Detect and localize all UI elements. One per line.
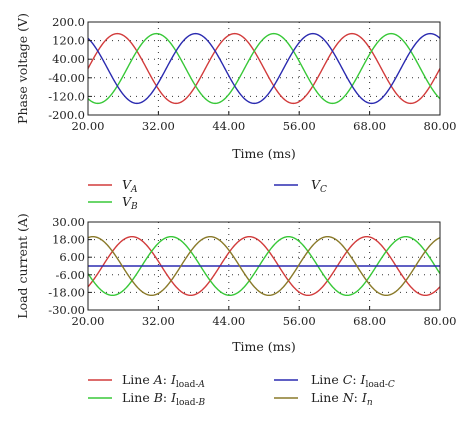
x-tick-label: 80.00 <box>424 119 457 133</box>
phase-voltage-chart: 200.0 120.0 40.00 -40.00 -120.0 -200.0 20.00 3… <box>15 13 456 161</box>
load-current-x-ticks: 20.00 32.00 44.00 56.00 68.00 80.00 <box>72 306 457 328</box>
phase-voltage-x-axis-title: Time (ms) <box>232 146 296 161</box>
x-tick-label: 44.00 <box>212 314 245 328</box>
legend-item-vc: VC <box>274 177 327 195</box>
series-line-2 <box>87 32 441 105</box>
x-tick-label: 32.00 <box>142 314 175 328</box>
legend-label-vb: VB <box>122 194 138 212</box>
load-current-legend: Line A: Iload-A Line C: Iload-C Line B: … <box>88 372 395 408</box>
phase-voltage-series <box>87 32 441 105</box>
y-tick-label: -120.0 <box>48 89 85 103</box>
y-tick-label: -30.00 <box>48 303 85 317</box>
y-tick-label: -200.0 <box>48 108 85 122</box>
load-current-chart: 30.00 18.00 6.00 -6.00 -18.00 -30.00 20.00 32.… <box>15 213 456 354</box>
x-tick-label: 68.00 <box>353 119 386 133</box>
load-current-x-axis-title: Time (ms) <box>232 339 296 354</box>
x-tick-label: 80.00 <box>424 314 457 328</box>
load-current-y-ticks: 30.00 18.00 6.00 -6.00 -18.00 -30.00 <box>48 215 92 317</box>
x-tick-label: 44.00 <box>212 119 245 133</box>
y-tick-label: -6.00 <box>56 268 86 282</box>
x-tick-label: 56.00 <box>283 119 316 133</box>
load-current-series <box>87 235 441 297</box>
y-tick-label: 200.0 <box>52 15 85 29</box>
legend-item-line-c: Line C: Iload-C <box>274 372 395 390</box>
series-line-3 <box>87 235 441 297</box>
x-tick-label: 56.00 <box>283 314 316 328</box>
y-tick-label: 6.00 <box>59 250 85 264</box>
x-tick-label: 68.00 <box>353 314 386 328</box>
legend-item-va: VA <box>88 177 138 195</box>
load-current-plot-frame <box>87 221 441 311</box>
phase-voltage-y-ticks: 200.0 120.0 40.00 -40.00 -120.0 -200.0 <box>48 15 92 122</box>
series-line-0 <box>87 235 441 297</box>
y-tick-label: 18.00 <box>52 233 85 247</box>
load-current-y-axis-title: Load current (A) <box>15 213 30 318</box>
legend-item-line-b: Line B: Iload-B <box>88 390 206 408</box>
phase-voltage-legend: VA VC VB <box>88 177 327 212</box>
legend-item-line-a: Line A: Iload-A <box>88 372 205 390</box>
series-line-0 <box>87 32 441 105</box>
series-line-1 <box>87 32 441 105</box>
x-tick-label: 32.00 <box>142 119 175 133</box>
phase-voltage-x-ticks: 20.00 32.00 44.00 56.00 68.00 80.00 <box>72 111 457 133</box>
x-tick-label: 20.00 <box>72 314 105 328</box>
legend-label-line-a: Line A: Iload-A <box>122 372 205 390</box>
phase-voltage-y-axis-title: Phase voltage (V) <box>15 13 30 124</box>
legend-label-line-n: Line N: In <box>311 390 373 408</box>
y-tick-label: -18.00 <box>48 285 85 299</box>
legend-item-line-n: Line N: In <box>274 390 373 408</box>
legend-label-line-b: Line B: Iload-B <box>122 390 206 408</box>
legend-label-va: VA <box>122 177 138 195</box>
x-tick-label: 20.00 <box>72 119 105 133</box>
y-tick-label: -40.00 <box>48 71 85 85</box>
y-tick-label: 120.0 <box>52 34 85 48</box>
legend-label-line-c: Line C: Iload-C <box>311 372 395 390</box>
legend-label-vc: VC <box>311 177 327 195</box>
y-tick-label: 30.00 <box>52 215 85 229</box>
legend-item-vb: VB <box>88 194 138 212</box>
phase-voltage-plot-frame <box>87 21 441 116</box>
series-line-1 <box>87 235 441 297</box>
y-tick-label: 40.00 <box>52 52 85 66</box>
